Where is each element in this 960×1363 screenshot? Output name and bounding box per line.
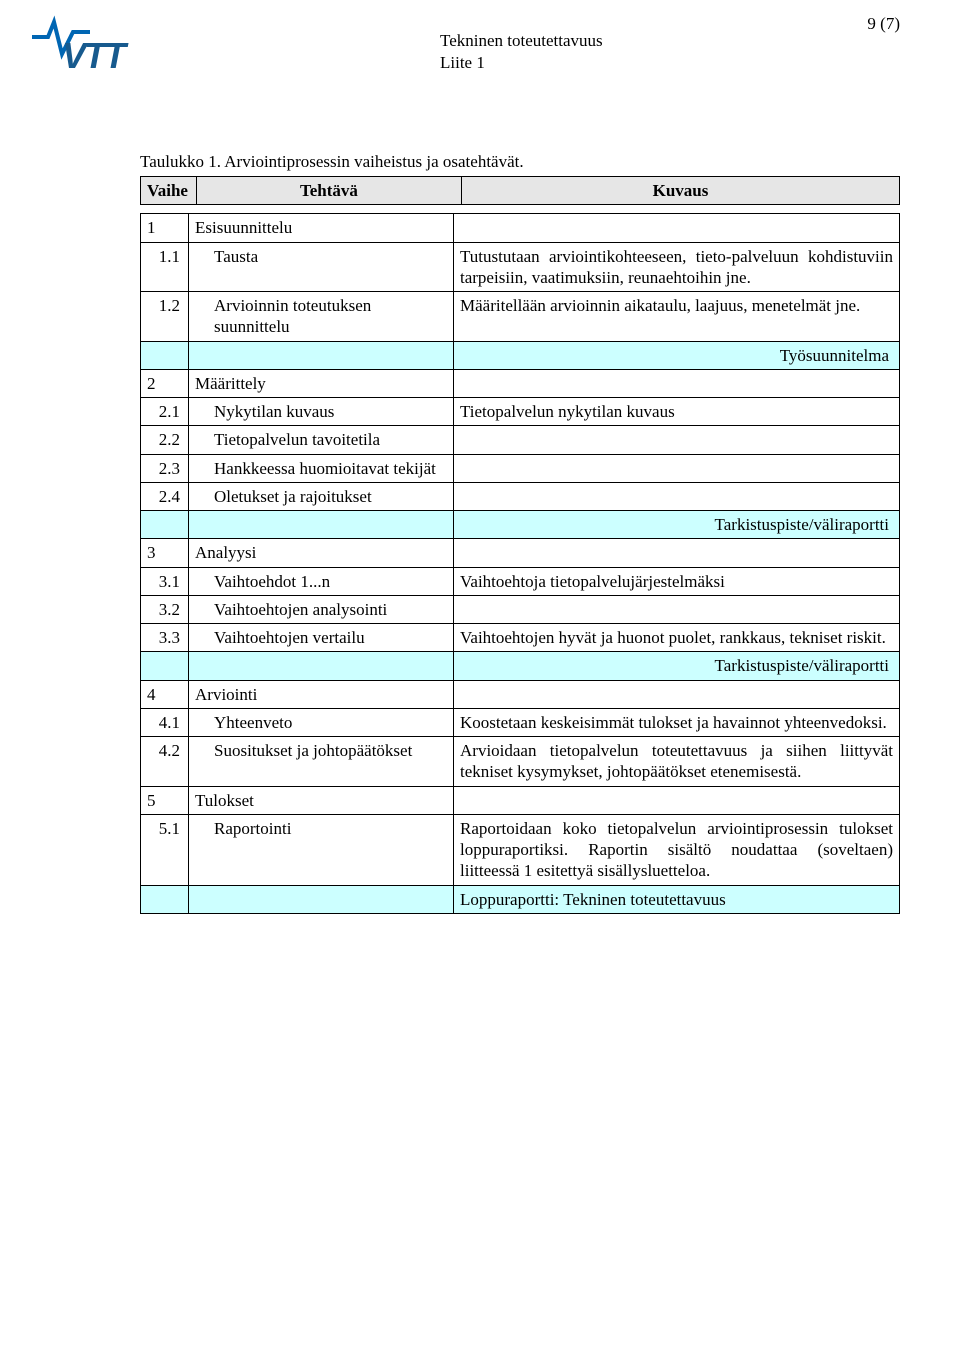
phase-task: Oletukset ja rajoitukset <box>189 482 454 510</box>
phase-task: Hankkeessa huomioitavat tekijät <box>189 454 454 482</box>
phase-task: Raportointi <box>189 814 454 885</box>
table-caption: Taulukko 1. Arviointiprosessin vaiheistu… <box>140 152 870 172</box>
table-row: 5 Tulokset <box>141 786 900 814</box>
phase-desc <box>454 539 900 567</box>
checkpoint-empty <box>141 341 189 369</box>
phase-num: 3 <box>141 539 189 567</box>
table-row: 4 Arviointi <box>141 680 900 708</box>
doc-title: Tekninen toteutettavuus <box>440 30 603 52</box>
phase-task: Nykytilan kuvaus <box>189 398 454 426</box>
phase-task: Yhteenveto <box>189 708 454 736</box>
phase-task: Analyysi <box>189 539 454 567</box>
checkpoint-label: Työsuunnitelma <box>454 341 900 369</box>
checkpoint-empty <box>141 885 189 913</box>
checkpoint-empty <box>141 511 189 539</box>
phase-desc <box>454 786 900 814</box>
phase-num: 3.3 <box>141 624 189 652</box>
phase-desc: Arvioidaan tietopalvelun toteutettavuus … <box>454 737 900 787</box>
table-row: 2.3 Hankkeessa huomioitavat tekijät <box>141 454 900 482</box>
table-row: 2.2 Tietopalvelun tavoitetila <box>141 426 900 454</box>
phase-desc: Tutustutaan arviointikohteeseen, tieto-p… <box>454 242 900 292</box>
table-row: 5.1 Raportointi Raportoidaan koko tietop… <box>141 814 900 885</box>
phase-desc <box>454 214 900 242</box>
phase-task: Määrittely <box>189 369 454 397</box>
phase-num: 4 <box>141 680 189 708</box>
phase-desc <box>454 369 900 397</box>
table-row: 3.2 Vaihtoehtojen analysointi <box>141 595 900 623</box>
phase-task: Arvioinnin toteutuksen suunnittelu <box>189 292 454 342</box>
table-row: 2.4 Oletukset ja rajoitukset <box>141 482 900 510</box>
table-row: 1.2 Arvioinnin toteutuksen suunnittelu M… <box>141 292 900 342</box>
logo-text: VTT <box>62 35 129 74</box>
phases-table: 1 Esisuunnittelu 1.1 Tausta Tutustutaan … <box>140 213 900 914</box>
phase-num: 2.1 <box>141 398 189 426</box>
checkpoint-empty <box>141 652 189 680</box>
appendix-label: Liite 1 <box>440 52 603 74</box>
phase-desc: Vaihtoehtoja tietopalvelujärjestelmäksi <box>454 567 900 595</box>
phase-task: Tausta <box>189 242 454 292</box>
phase-num: 2.2 <box>141 426 189 454</box>
table-row: 2.1 Nykytilan kuvaus Tietopalvelun nykyt… <box>141 398 900 426</box>
table-row: 1.1 Tausta Tutustutaan arviointikohteese… <box>141 242 900 292</box>
table-row: 4.1 Yhteenveto Koostetaan keskeisimmät t… <box>141 708 900 736</box>
phase-task: Esisuunnittelu <box>189 214 454 242</box>
table-row: 4.2 Suositukset ja johtopäätökset Arvioi… <box>141 737 900 787</box>
phase-desc: Raportoidaan koko tietopalvelun arvioint… <box>454 814 900 885</box>
phase-task: Suositukset ja johtopäätökset <box>189 737 454 787</box>
table-row: 1 Esisuunnittelu <box>141 214 900 242</box>
phase-desc <box>454 482 900 510</box>
phase-desc: Koostetaan keskeisimmät tulokset ja hava… <box>454 708 900 736</box>
phase-task: Tietopalvelun tavoitetila <box>189 426 454 454</box>
checkpoint-empty <box>189 885 454 913</box>
page-number: 9 (7) <box>867 14 900 34</box>
phase-task: Vaihtoehdot 1...n <box>189 567 454 595</box>
phase-task: Tulokset <box>189 786 454 814</box>
checkpoint-empty <box>189 341 454 369</box>
page-header: VTT Tekninen toteutettavuus Liite 1 9 (7… <box>110 22 870 122</box>
checkpoint-row: Loppuraportti: Tekninen toteutettavuus <box>141 885 900 913</box>
checkpoint-label: Tarkistuspiste/väliraportti <box>454 511 900 539</box>
phase-num: 4.2 <box>141 737 189 787</box>
phase-num: 2 <box>141 369 189 397</box>
col-header-kuvaus: Kuvaus <box>461 177 899 205</box>
phase-num: 1 <box>141 214 189 242</box>
phase-num: 2.3 <box>141 454 189 482</box>
phase-desc <box>454 680 900 708</box>
phase-desc <box>454 595 900 623</box>
phase-task: Vaihtoehtojen analysointi <box>189 595 454 623</box>
header-title-block: Tekninen toteutettavuus Liite 1 <box>440 30 603 74</box>
table-row: 3.1 Vaihtoehdot 1...n Vaihtoehtoja tieto… <box>141 567 900 595</box>
checkpoint-row: Työsuunnitelma <box>141 341 900 369</box>
table-row: 2 Määrittely <box>141 369 900 397</box>
phase-num: 5.1 <box>141 814 189 885</box>
phase-desc <box>454 426 900 454</box>
phase-num: 2.4 <box>141 482 189 510</box>
phase-num: 4.1 <box>141 708 189 736</box>
checkpoint-empty <box>189 511 454 539</box>
phase-desc: Määritellään arvioinnin aikataulu, laaju… <box>454 292 900 342</box>
column-header-table: Vaihe Tehtävä Kuvaus <box>140 176 900 205</box>
phase-num: 5 <box>141 786 189 814</box>
phase-desc <box>454 454 900 482</box>
phase-desc: Vaihtoehtojen hyvät ja huonot puolet, ra… <box>454 624 900 652</box>
phase-num: 1.1 <box>141 242 189 292</box>
phase-num: 3.2 <box>141 595 189 623</box>
col-header-vaihe: Vaihe <box>141 177 197 205</box>
checkpoint-row: Tarkistuspiste/väliraportti <box>141 511 900 539</box>
column-header-row: Vaihe Tehtävä Kuvaus <box>141 177 900 205</box>
table-row: 3 Analyysi <box>141 539 900 567</box>
phase-task: Arviointi <box>189 680 454 708</box>
phase-num: 1.2 <box>141 292 189 342</box>
phase-task: Vaihtoehtojen vertailu <box>189 624 454 652</box>
checkpoint-label: Loppuraportti: Tekninen toteutettavuus <box>454 885 900 913</box>
phase-num: 3.1 <box>141 567 189 595</box>
checkpoint-row: Tarkistuspiste/väliraportti <box>141 652 900 680</box>
phase-desc: Tietopalvelun nykytilan kuvaus <box>454 398 900 426</box>
checkpoint-empty <box>189 652 454 680</box>
vtt-logo: VTT <box>30 12 180 79</box>
table-row: 3.3 Vaihtoehtojen vertailu Vaihtoehtojen… <box>141 624 900 652</box>
checkpoint-label: Tarkistuspiste/väliraportti <box>454 652 900 680</box>
col-header-tehtava: Tehtävä <box>196 177 461 205</box>
